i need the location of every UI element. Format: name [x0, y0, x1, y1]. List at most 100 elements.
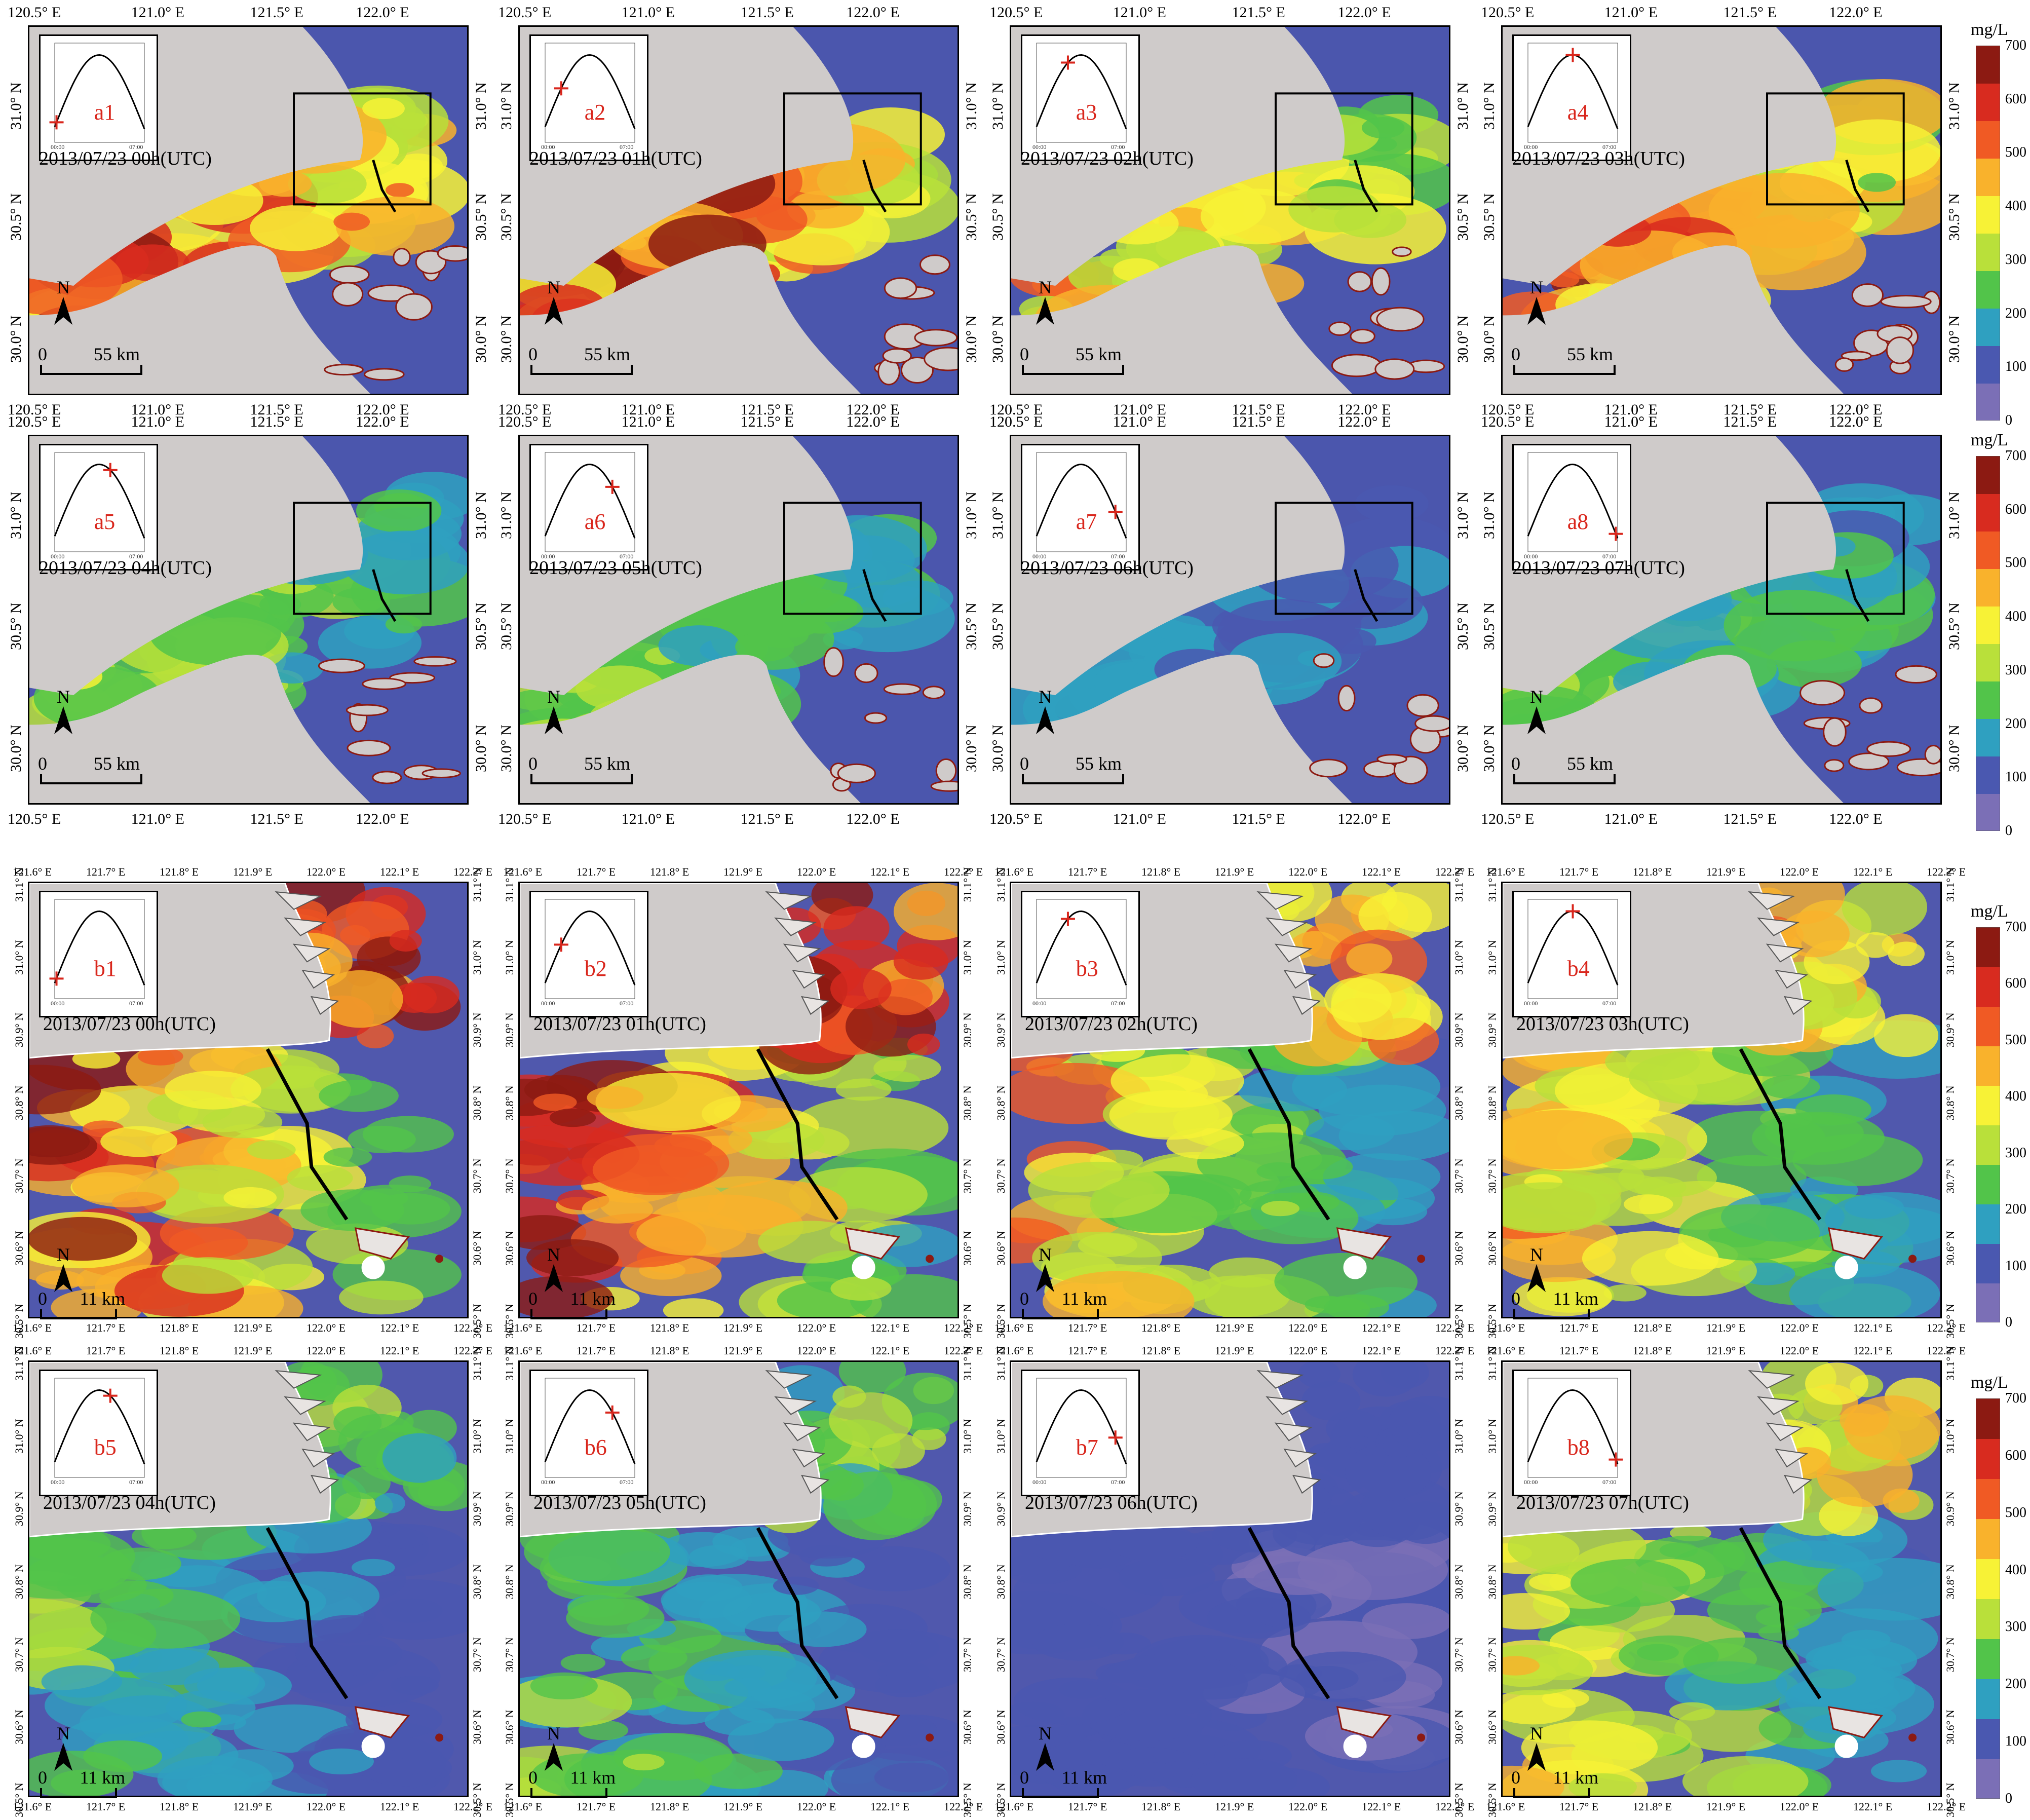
- island: [1924, 745, 1940, 765]
- tide-axis-start: 00:00: [541, 1478, 555, 1486]
- reclamation-pier: [774, 1396, 817, 1415]
- scale-bar-line: [530, 1309, 607, 1319]
- x-tick-top: 121.5° E: [250, 413, 303, 430]
- scale-bar-line: [1513, 364, 1616, 375]
- reclamation-pier: [292, 943, 331, 963]
- y-tick-left: 30.8° N: [13, 1564, 25, 1599]
- y-tick-left: 30.5° N: [8, 602, 24, 650]
- sediment-patch: [595, 1073, 741, 1131]
- sediment-patch: [1760, 1075, 1820, 1099]
- island: [1866, 741, 1911, 757]
- x-tick-bottom: 120.5° E: [8, 811, 61, 827]
- north-arrow-shape: [545, 297, 563, 325]
- sediment-patch: [1301, 1381, 1361, 1421]
- x-tick-top: 122.0° E: [307, 1344, 346, 1357]
- x-tick-bottom: 121.5° E: [250, 401, 303, 418]
- x-tick-bottom: 122.0° E: [846, 811, 900, 827]
- island: [883, 683, 922, 695]
- north-letter: N: [547, 687, 560, 707]
- north-arrow: N: [1521, 1244, 1552, 1295]
- x-tick-top: 121.6° E: [994, 1344, 1034, 1357]
- island: [1309, 759, 1348, 778]
- y-tick-left: 30.9° N: [503, 1491, 516, 1527]
- x-tick-top: 121.6° E: [503, 1344, 543, 1357]
- scale-distance-label: 11 km: [1061, 1288, 1107, 1309]
- tide-axes: [545, 43, 635, 143]
- sediment-patch: [1636, 1644, 1679, 1661]
- colorbar-tick: 400: [2005, 198, 2026, 214]
- x-tick-top: 120.5° E: [1481, 413, 1535, 430]
- island: [1799, 680, 1846, 706]
- x-tick-bottom: 121.0° E: [1113, 811, 1166, 827]
- y-tick-right: 30.0° N: [1946, 315, 1963, 363]
- reclamation-pier: [1292, 996, 1321, 1015]
- x-tick-top: 121.5° E: [1232, 413, 1285, 430]
- y-tick-left: 31.0° N: [1486, 1418, 1499, 1454]
- north-arrow: N: [1521, 1723, 1552, 1773]
- y-tick-left: 30.5° N: [994, 1304, 1007, 1339]
- x-tick-top: 122.1° E: [380, 865, 419, 878]
- sediment-patch: [549, 1108, 596, 1127]
- y-tick-left: 31.1° N: [13, 867, 25, 902]
- land-south: [1503, 655, 1844, 803]
- y-tick-left: 31.1° N: [1486, 867, 1499, 902]
- scale-zero-label: 0: [528, 1288, 538, 1309]
- map-canvas: [1503, 883, 1940, 1317]
- panel-label: a7: [1076, 509, 1097, 534]
- island-small: [852, 1256, 875, 1279]
- colorbar-tick: 400: [2005, 1088, 2026, 1105]
- x-tick-bottom: 122.0° E: [1337, 811, 1391, 827]
- y-tick-left: 30.0° N: [498, 725, 515, 772]
- tide-curve: [544, 1389, 636, 1464]
- colorbar-tick: 0: [2005, 412, 2012, 428]
- sediment-patch: [1582, 1231, 1719, 1286]
- sediment-patch: [1856, 932, 1895, 958]
- colorbar-segment: [1976, 1164, 2000, 1204]
- sediment-patch: [1775, 1659, 1894, 1708]
- y-tick-left: 30.8° N: [503, 1085, 516, 1120]
- sediment-patch: [352, 1559, 395, 1576]
- x-tick-top: 122.1° E: [1853, 1344, 1893, 1357]
- tide-axis-end: 07:00: [1111, 553, 1125, 560]
- reclamation-pier: [1292, 1474, 1321, 1494]
- panel-label: b1: [94, 956, 117, 981]
- x-tick-bottom: 121.9° E: [1215, 1800, 1254, 1813]
- sediment-patch: [51, 1769, 119, 1796]
- sediment-patch: [1106, 1524, 1199, 1561]
- sediment-patch: [1570, 1559, 1691, 1607]
- island: [395, 293, 433, 321]
- colorbar-segment: [1976, 1243, 2000, 1283]
- sediment-patch: [348, 1125, 416, 1153]
- x-tick-bottom: 122.0° E: [1829, 401, 1883, 418]
- sediment-patch: [1503, 1182, 1610, 1233]
- y-tick-left: 30.0° N: [8, 315, 24, 363]
- scale-bar-stroke: [530, 364, 633, 375]
- north-arrow: N: [539, 277, 569, 327]
- sediment-patch: [1874, 1014, 1939, 1057]
- x-tick-top: 122.0° E: [1829, 413, 1883, 430]
- y-tick-right: 30.6° N: [961, 1710, 974, 1745]
- x-tick-bottom: 122.1° E: [1362, 1800, 1401, 1813]
- y-tick-left: 30.6° N: [994, 1231, 1007, 1266]
- colorbar-tick: 100: [2005, 359, 2026, 375]
- map-frame: [1010, 25, 1450, 395]
- scale-bar-stroke: [1022, 364, 1124, 375]
- x-tick-bottom: 122.1° E: [1853, 1800, 1893, 1813]
- island: [1336, 1227, 1392, 1260]
- scale-bar: 0 11 km: [528, 1767, 675, 1802]
- scale-distance-label: 11 km: [1553, 1288, 1599, 1309]
- colorbar-tick: 200: [2005, 1676, 2026, 1692]
- scale-bar-line: [530, 774, 633, 784]
- sediment-patch: [1844, 1395, 1940, 1461]
- north-arrow-shape: [1527, 297, 1546, 325]
- colorbar-segment: [1976, 643, 2000, 681]
- x-tick-top: 122.1° E: [1853, 865, 1893, 878]
- x-tick-bottom: 121.7° E: [1559, 1321, 1599, 1334]
- x-tick-bottom: 122.2° E: [453, 1800, 493, 1813]
- tide-axis-end: 07:00: [129, 143, 143, 150]
- sediment-patch: [342, 530, 467, 595]
- y-tick-left: 30.6° N: [1486, 1231, 1499, 1266]
- island: [884, 277, 917, 299]
- map-canvas: [29, 27, 467, 394]
- scale-bar-line: [40, 1309, 117, 1319]
